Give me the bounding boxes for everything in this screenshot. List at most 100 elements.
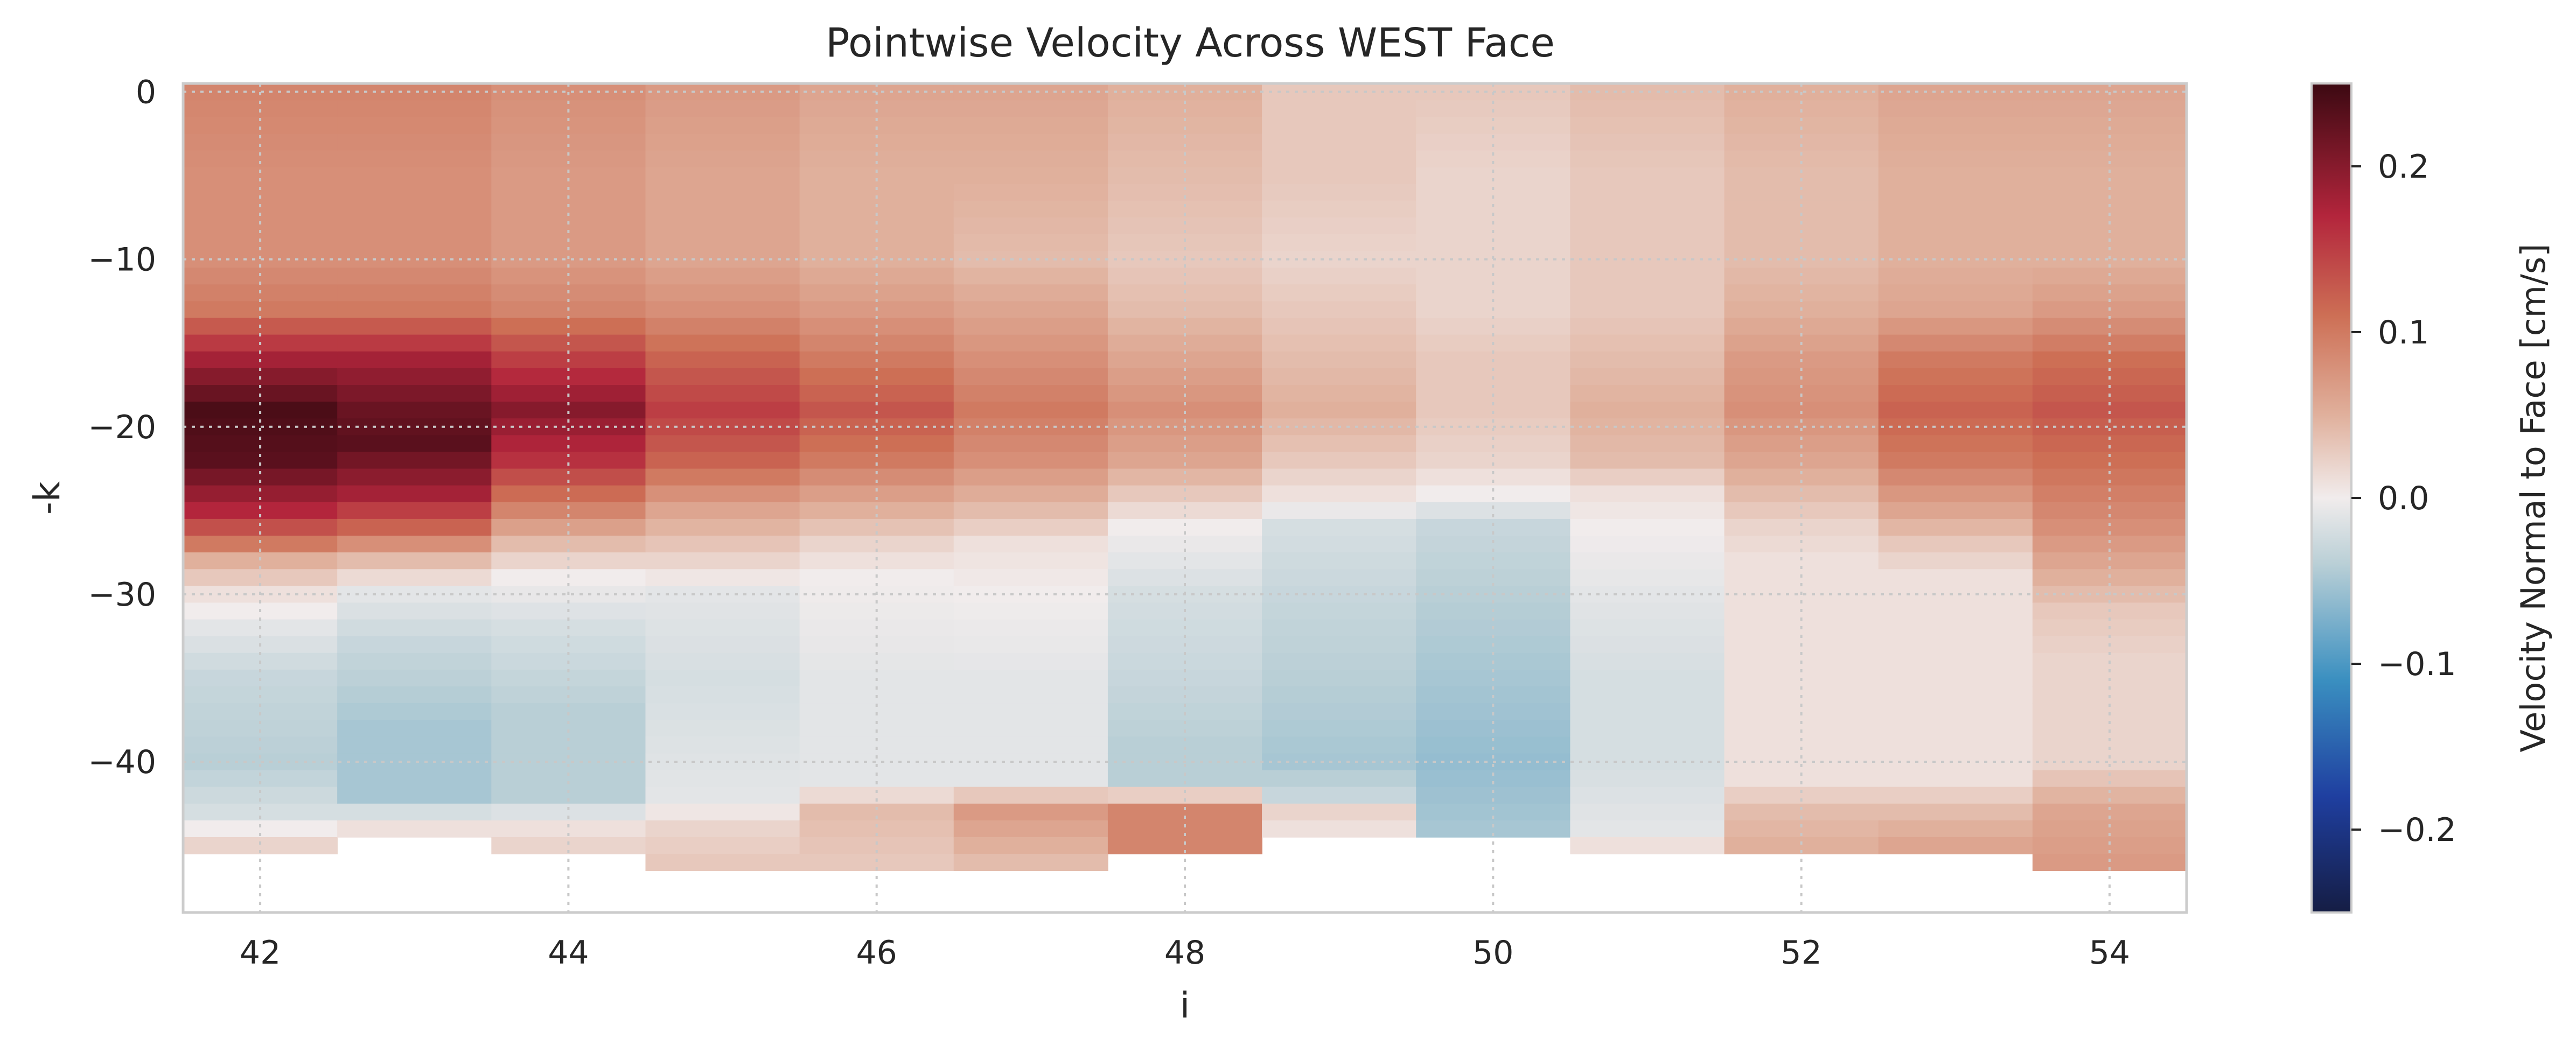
heatmap-cell bbox=[1570, 251, 1725, 269]
heatmap-cell bbox=[953, 552, 1108, 570]
heatmap-cell bbox=[1262, 301, 1417, 319]
heatmap-cell bbox=[337, 150, 492, 168]
heatmap-cell bbox=[953, 435, 1108, 453]
heatmap-cell bbox=[645, 452, 800, 469]
heatmap-cell bbox=[337, 652, 492, 670]
heatmap-cell bbox=[1878, 284, 2033, 302]
heatmap-cell bbox=[1570, 686, 1725, 704]
heatmap-cell bbox=[337, 502, 492, 520]
heatmap-cell bbox=[953, 820, 1108, 838]
heatmap-cell bbox=[953, 770, 1108, 788]
heatmap-cell bbox=[1878, 334, 2033, 352]
x-axis-ticks: 42 44 46 48 50 52 54 bbox=[240, 934, 2130, 972]
heatmap-cell bbox=[1878, 318, 2033, 335]
heatmap-cell bbox=[1570, 334, 1725, 352]
heatmap-cell bbox=[645, 602, 800, 620]
heatmap-cell bbox=[1878, 803, 2033, 821]
heatmap-cell bbox=[1878, 200, 2033, 218]
heatmap-cell bbox=[1878, 452, 2033, 469]
heatmap-cell bbox=[645, 318, 800, 335]
heatmap-cell bbox=[337, 703, 492, 721]
heatmap-cell bbox=[1570, 200, 1725, 218]
heatmap-cell bbox=[1262, 318, 1417, 335]
heatmap-cell bbox=[953, 636, 1108, 654]
heatmap-cell bbox=[1262, 536, 1417, 553]
colorbar-tick-label: 0.0 bbox=[2378, 480, 2429, 517]
heatmap-cell bbox=[1878, 787, 2033, 804]
heatmap-cell bbox=[1570, 569, 1725, 587]
heatmap-cell bbox=[953, 150, 1108, 168]
heatmap-cell bbox=[337, 368, 492, 385]
heatmap-cell bbox=[645, 686, 800, 704]
y-tick-label: −20 bbox=[88, 409, 156, 446]
heatmap-cell bbox=[645, 820, 800, 838]
heatmap-cell bbox=[1262, 787, 1417, 804]
heatmap-cell bbox=[1262, 703, 1417, 721]
heatmap-cell bbox=[337, 284, 492, 302]
heatmap-cell bbox=[1878, 820, 2033, 838]
heatmap-cell bbox=[1262, 803, 1417, 821]
heatmap-cell bbox=[645, 837, 800, 854]
heatmap-cell bbox=[1570, 368, 1725, 385]
heatmap-cell bbox=[337, 468, 492, 486]
heatmap-cell bbox=[1570, 803, 1725, 821]
heatmap-cell bbox=[1570, 318, 1725, 335]
heatmap-cell bbox=[1878, 134, 2033, 151]
heatmap-cell bbox=[645, 502, 800, 520]
heatmap-cell bbox=[645, 854, 800, 872]
heatmap-cell bbox=[1262, 652, 1417, 670]
heatmap-cell bbox=[1878, 402, 2033, 419]
heatmap-cell bbox=[645, 468, 800, 486]
heatmap-cell bbox=[1878, 636, 2033, 654]
colorbar-tick-label: 0.1 bbox=[2378, 314, 2429, 352]
heatmap-cell bbox=[1878, 418, 2033, 436]
heatmap-cell bbox=[1262, 820, 1417, 838]
heatmap-cell bbox=[1570, 418, 1725, 436]
heatmap-cell bbox=[337, 217, 492, 235]
heatmap-cell bbox=[337, 536, 492, 553]
heatmap-cell bbox=[1262, 619, 1417, 637]
heatmap-cell bbox=[953, 669, 1108, 687]
heatmap-cell bbox=[645, 150, 800, 168]
heatmap-cell bbox=[1262, 518, 1417, 536]
heatmap-cell bbox=[337, 787, 492, 804]
heatmap-cell bbox=[1262, 452, 1417, 469]
heatmap-cell bbox=[645, 636, 800, 654]
heatmap-cell bbox=[645, 117, 800, 135]
heatmap-cell bbox=[645, 569, 800, 587]
heatmap-cell bbox=[953, 803, 1108, 821]
colorbar-ticks: 0.2 0.1 0.0 −0.1 −0.2 bbox=[2351, 148, 2456, 849]
heatmap-cell bbox=[645, 418, 800, 436]
heatmap-cell bbox=[645, 703, 800, 721]
heatmap-cell bbox=[1570, 117, 1725, 135]
heatmap-cell bbox=[337, 686, 492, 704]
heatmap-cell bbox=[1262, 167, 1417, 185]
heatmap-cell bbox=[645, 736, 800, 754]
heatmap-cell bbox=[337, 402, 492, 419]
heatmap-cell bbox=[953, 787, 1108, 804]
heatmap-cell bbox=[953, 518, 1108, 536]
heatmap-cell bbox=[337, 619, 492, 637]
y-axis-label: -k bbox=[26, 481, 68, 515]
heatmap-cell bbox=[645, 402, 800, 419]
heatmap-cell bbox=[337, 452, 492, 469]
heatmap-cell bbox=[1878, 167, 2033, 185]
heatmap-cell bbox=[1570, 351, 1725, 369]
heatmap-cell bbox=[1262, 485, 1417, 503]
heatmap-cell bbox=[337, 134, 492, 151]
heatmap-cell bbox=[645, 536, 800, 553]
heatmap-cell bbox=[1878, 485, 2033, 503]
heatmap-cell bbox=[953, 854, 1108, 872]
colorbar-tick-label: −0.2 bbox=[2378, 811, 2456, 849]
heatmap-cell bbox=[953, 652, 1108, 670]
heatmap-cell bbox=[1262, 134, 1417, 151]
heatmap-cell bbox=[1570, 652, 1725, 670]
heatmap-cell bbox=[337, 770, 492, 788]
heatmap-cell bbox=[1262, 217, 1417, 235]
heatmap-cell bbox=[953, 452, 1108, 469]
heatmap-cell bbox=[1878, 518, 2033, 536]
heatmap-cell bbox=[1262, 334, 1417, 352]
heatmap-cell bbox=[645, 351, 800, 369]
heatmap-cell bbox=[1878, 686, 2033, 704]
heatmap-cell bbox=[1878, 301, 2033, 319]
